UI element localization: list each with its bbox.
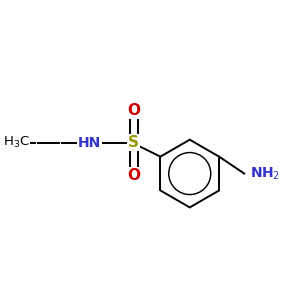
Text: NH$_2$: NH$_2$ bbox=[250, 165, 280, 182]
Text: O: O bbox=[127, 167, 140, 182]
Text: O: O bbox=[127, 103, 140, 118]
Text: O: O bbox=[13, 135, 26, 150]
Text: HN: HN bbox=[78, 136, 101, 150]
Text: S: S bbox=[128, 135, 139, 150]
Text: H$_3$C: H$_3$C bbox=[3, 135, 30, 150]
